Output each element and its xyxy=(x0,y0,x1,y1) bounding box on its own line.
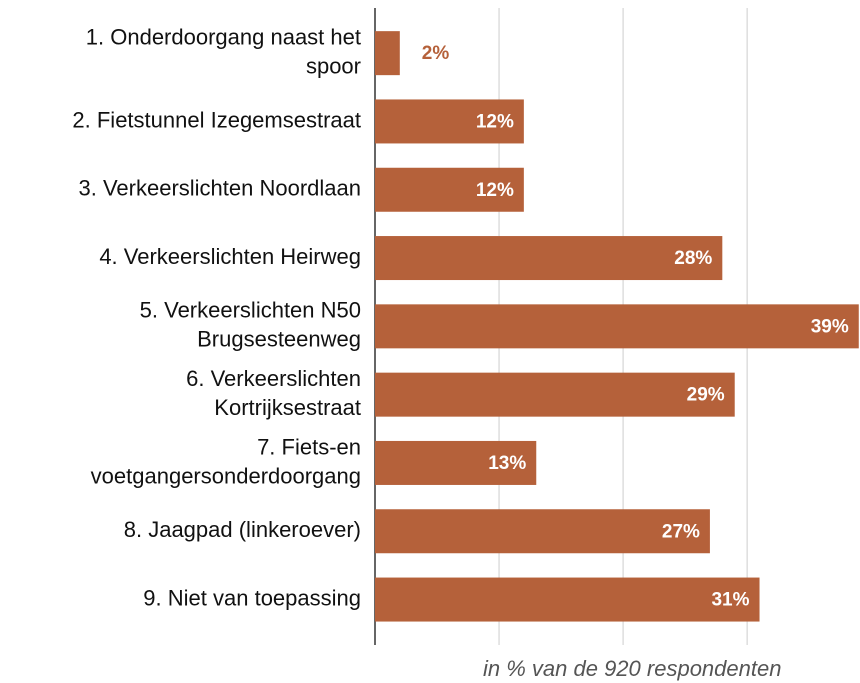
value-label: 2% xyxy=(422,43,450,64)
category-label: Kortrijksestraat xyxy=(214,395,361,420)
value-label: 39% xyxy=(811,316,849,337)
bar xyxy=(375,577,760,622)
category-label: 8. Jaagpad (linkeroever) xyxy=(124,517,361,542)
value-label: 13% xyxy=(488,453,526,474)
bar xyxy=(375,372,735,417)
category-label: 9. Niet van toepassing xyxy=(143,585,361,610)
bar xyxy=(375,167,524,212)
category-label: 2. Fietstunnel Izegemsestraat xyxy=(72,107,361,132)
bar xyxy=(375,31,400,76)
value-label: 28% xyxy=(674,248,712,269)
category-label: 1. Onderdoorgang naast het xyxy=(86,24,361,49)
value-label: 12% xyxy=(476,111,514,132)
value-label: 27% xyxy=(662,521,700,542)
bar xyxy=(375,236,723,281)
value-label: 31% xyxy=(711,590,749,611)
category-label: Brugsesteenweg xyxy=(197,327,361,352)
bar xyxy=(375,99,524,144)
category-label: 5. Verkeerslichten N50 xyxy=(140,298,361,323)
value-label: 29% xyxy=(687,385,725,406)
bar xyxy=(375,509,710,554)
category-label: 4. Verkeerslichten Heirweg xyxy=(99,244,361,269)
category-label: 6. Verkeerslichten xyxy=(186,366,361,391)
category-label: voetgangersonderdoorgang xyxy=(91,463,361,488)
category-label: 7. Fiets-en xyxy=(257,434,361,459)
category-label: 3. Verkeerslichten Noordlaan xyxy=(79,176,362,201)
category-label: spoor xyxy=(306,53,361,78)
value-label: 12% xyxy=(476,180,514,201)
note: in % van de 920 respondenten xyxy=(483,656,781,681)
bar xyxy=(375,304,859,349)
bar xyxy=(375,440,537,485)
